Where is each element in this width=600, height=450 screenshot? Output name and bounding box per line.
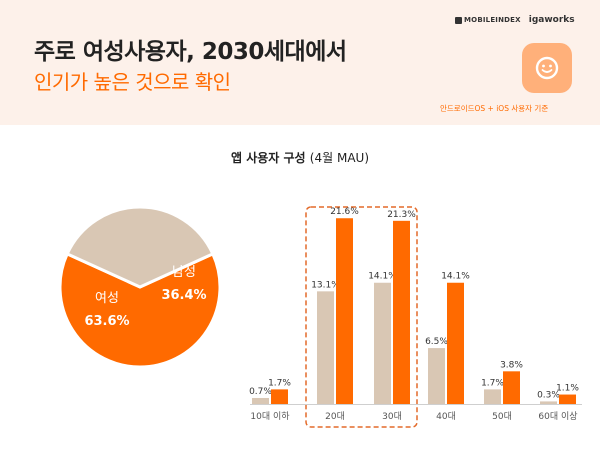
mobileindex-logo: MOBILEINDEX	[455, 16, 521, 24]
pie-label-female-name: 여성	[95, 291, 119, 306]
label-female-3: 14.1%	[441, 272, 470, 282]
pie-label-male-value: 36.4%	[161, 288, 206, 303]
bar-chart: 0.7%1.7%10대 이하13.1%21.6%20대14.1%21.3%30대…	[249, 207, 579, 422]
smile-icon	[535, 56, 559, 80]
category-label-0: 10대 이하	[250, 411, 290, 422]
label-male-3: 6.5%	[425, 337, 448, 347]
label-male-5: 0.3%	[537, 390, 560, 400]
igaworks-logo: igaworks	[528, 15, 575, 25]
pie-slice-male	[65, 205, 215, 289]
basis-note: 안드로이드OS + iOS 사용자 기준	[440, 104, 549, 113]
category-label-4: 50대	[492, 411, 512, 422]
bar-male-0	[252, 397, 269, 404]
bar-male-3	[428, 348, 445, 404]
pie-slice-female	[58, 251, 222, 369]
bar-female-0	[271, 389, 288, 404]
label-female-1: 21.6%	[330, 207, 359, 217]
bar-male-5	[540, 401, 557, 404]
highlight-box	[305, 206, 418, 428]
headline-line1: 주로 여성사용자, 2030세대에서	[34, 39, 347, 65]
label-male-1: 13.1%	[311, 280, 340, 290]
app-icon	[522, 43, 572, 93]
bar-female-4	[503, 371, 520, 404]
category-label-5: 60대 이상	[538, 411, 577, 422]
label-female-4: 3.8%	[500, 360, 523, 370]
label-female-2: 21.3%	[387, 210, 416, 220]
chart-title-sub: (4월 MAU)	[309, 151, 369, 165]
pie-label-male-name: 남성	[172, 265, 196, 280]
category-label-1: 20대	[325, 411, 345, 422]
headline-line2: 인기가 높은 것으로 확인	[34, 70, 231, 94]
label-female-0: 1.7%	[268, 378, 291, 388]
bar-female-2	[393, 220, 410, 404]
bar-male-4	[484, 389, 501, 404]
bar-female-3	[447, 282, 464, 404]
category-label-2: 30대	[382, 411, 402, 422]
label-male-4: 1.7%	[481, 378, 504, 388]
pie-label-female-value: 63.6%	[84, 314, 129, 329]
category-label-3: 40대	[436, 411, 456, 422]
chart-title-main: 앱 사용자 구성	[231, 151, 306, 165]
header-banner: 주로 여성사용자, 2030세대에서 인기가 높은 것으로 확인 MOBILEI…	[0, 0, 600, 125]
mobileindex-logo-icon	[455, 16, 462, 24]
label-male-2: 14.1%	[368, 272, 397, 282]
bar-female-1	[336, 218, 353, 404]
chart-title: 앱 사용자 구성 (4월 MAU)	[0, 149, 600, 166]
pie-chart: 여성 63.6% 남성 36.4%	[58, 205, 222, 369]
logos: MOBILEINDEX igaworks	[455, 13, 575, 27]
label-female-5: 1.1%	[556, 384, 579, 394]
bar-female-5	[559, 394, 576, 404]
label-male-0: 0.7%	[249, 387, 272, 397]
bar-male-2	[374, 282, 391, 404]
bar-male-1	[317, 291, 334, 404]
